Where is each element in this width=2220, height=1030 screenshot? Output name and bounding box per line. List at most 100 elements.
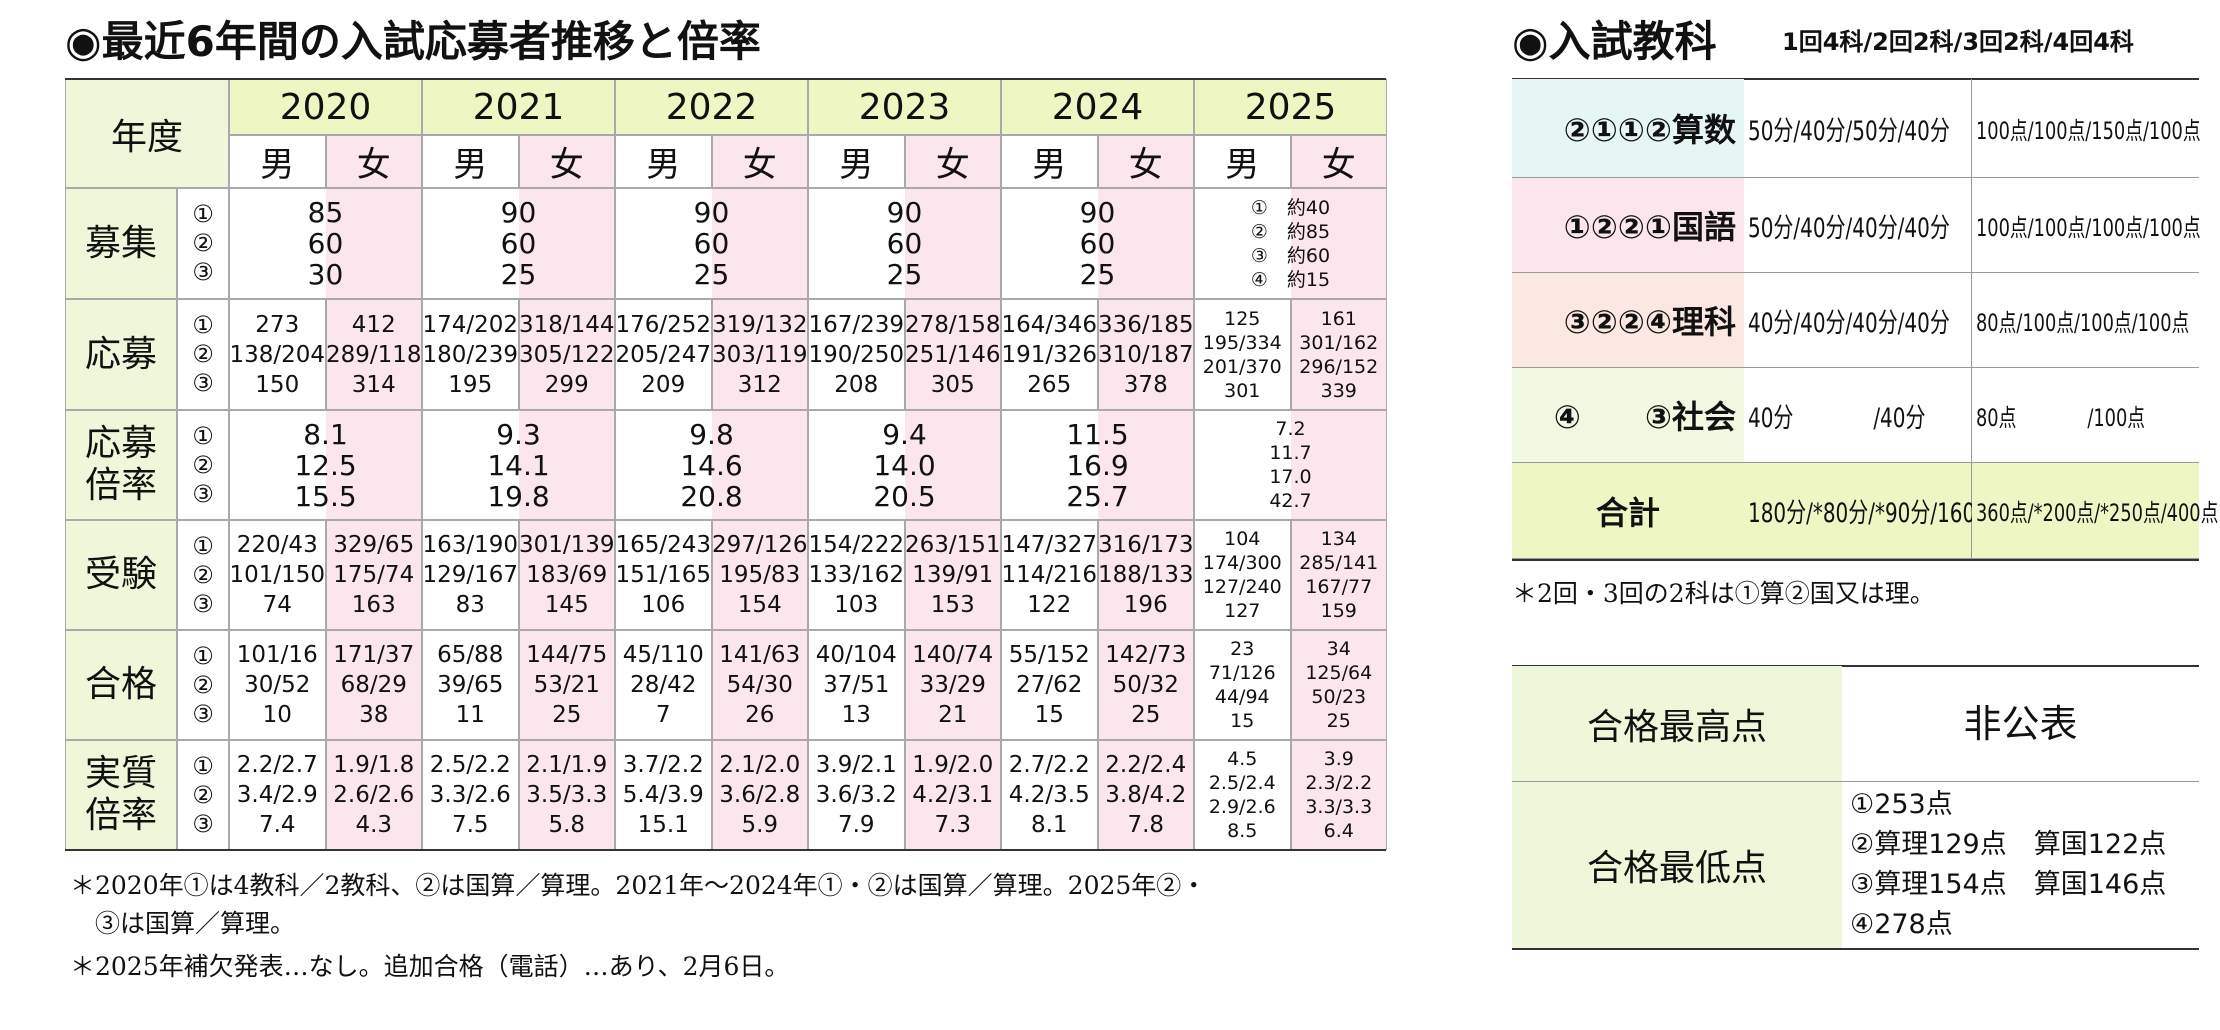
- cell-line: 171/37: [333, 642, 415, 668]
- cell-line: ①: [192, 531, 214, 560]
- cell-line: 10: [262, 702, 292, 728]
- cell-line: 34: [1326, 638, 1351, 660]
- sex: 男: [260, 145, 295, 185]
- cell-line: 145: [544, 592, 589, 618]
- cell: 278/158 251/146 305: [905, 299, 1002, 410]
- header-text: 年度: [110, 116, 183, 158]
- cell-line: 183/69: [526, 562, 608, 588]
- cell-line: 6.4: [1323, 820, 1354, 842]
- cell-line: ③ 約60: [1250, 244, 1331, 267]
- cell-line: 188/133: [1097, 562, 1194, 588]
- cell-line: 19.8: [487, 479, 550, 513]
- cell-line: 3.9/2.1: [815, 752, 897, 778]
- cell-bg: [808, 630, 905, 740]
- cell-line: 151/165: [615, 562, 712, 588]
- cell: 9.3 14.1 19.8: [422, 410, 615, 520]
- cell-line: 104: [1224, 528, 1261, 550]
- cell: 147/327 114/216 122: [1001, 520, 1098, 630]
- cell: 85 60 30: [229, 188, 422, 299]
- cell: 90 60 25: [422, 188, 615, 299]
- cell-line: 83: [455, 592, 485, 618]
- right-subtitle: 1回4科/2回2科/3回2科/4回4科: [1782, 28, 2134, 56]
- cell-line: 196: [1123, 592, 1168, 618]
- time: 40分/40分/40分/40分: [1748, 307, 1950, 339]
- cell-bg: [1290, 630, 1387, 740]
- cell-line: 303/119: [711, 341, 808, 368]
- cell: 171/37 68/29 38: [326, 630, 423, 740]
- female-header: 女: [1290, 135, 1387, 188]
- year: 2024: [1051, 86, 1144, 128]
- cell-bg: [711, 299, 808, 410]
- time: 180分/*80分/*90分/160分: [1748, 498, 1996, 529]
- cell-line: 非公表: [1963, 701, 2078, 746]
- male-header: 男: [422, 135, 519, 188]
- cell-line: 27/62: [1016, 672, 1083, 698]
- cell: 163/190 129/167 83: [422, 520, 519, 630]
- cell-bg: [1194, 299, 1291, 410]
- cell-line: 倍率: [84, 465, 157, 506]
- rule: [1512, 78, 2199, 80]
- sex: 女: [549, 145, 584, 185]
- subject-label: ①②②①国語: [1512, 178, 1744, 273]
- cell-line: 114/216: [1001, 562, 1098, 588]
- cell-line: ④ 約15: [1250, 268, 1331, 291]
- time: 40分 /40分: [1748, 402, 1926, 434]
- sex: 男: [839, 145, 874, 185]
- cell: 1.9/2.0 4.2/3.1 7.3: [905, 740, 1002, 850]
- note: ＊2020年①は4教科／2教科、②は国算／算理。2021年～2024年①・②は国…: [70, 871, 1207, 900]
- cell-line: 167/77: [1305, 576, 1373, 598]
- note: ＊2025年補欠発表…なし。追加合格（電話）…あり、2月6日。: [70, 952, 790, 981]
- cell-line: ①: [192, 641, 214, 670]
- cell-line: 40/104: [815, 642, 897, 668]
- cell-bg: [1001, 188, 1098, 299]
- cell: 40/104 37/51 13: [808, 630, 905, 740]
- cell-line: 90: [1079, 196, 1116, 229]
- subject-points: 100点/100点/100点/100点: [1972, 178, 2201, 273]
- cell: 164/346 191/326 265: [1001, 299, 1098, 410]
- cell-line: 2.5/2.2: [429, 752, 511, 778]
- cell-line: 17.0: [1269, 466, 1312, 488]
- cell: 154/222 133/162 103: [808, 520, 905, 630]
- cell-line: 1.9/2.0: [912, 752, 994, 778]
- cell-line: 65/88: [437, 642, 504, 668]
- cell-line: 5.4/3.9: [622, 782, 704, 808]
- subject-label: ③②②④理科: [1512, 273, 1744, 368]
- cell-line: 314: [351, 371, 396, 398]
- score-label: 合格最高点: [1512, 666, 1842, 782]
- cell-line: 101/150: [229, 562, 326, 588]
- score-value: ①253点 ②算理129点 算国122点 ③算理154点 算国146点 ④278点: [1842, 782, 2199, 949]
- cell-line: 3.7/2.2: [622, 752, 704, 778]
- cell-line: 2.1/1.9: [526, 752, 608, 778]
- cell-line: 20.8: [680, 479, 743, 513]
- score-value: 非公表: [1842, 666, 2199, 782]
- cell-line: 265: [1027, 371, 1072, 398]
- cell-line: 42.7: [1269, 490, 1312, 512]
- cell-line: 28/42: [630, 672, 697, 698]
- cell-line: 実質: [84, 753, 157, 794]
- cell-line: 4.2/3.5: [1008, 782, 1090, 808]
- cell: 90 60 25: [1001, 188, 1194, 299]
- cell-line: 8.1: [303, 417, 348, 451]
- cell: 1.9/1.8 2.6/2.6 4.3: [326, 740, 423, 850]
- cell-bg: [1290, 188, 1387, 299]
- cell-bg: [422, 299, 519, 410]
- cell-line: 26: [745, 702, 775, 728]
- points: 100点/100点/100点/100点: [1976, 213, 2201, 242]
- year-header: 2022: [615, 79, 808, 135]
- score-name: 合格最高点: [1586, 706, 1767, 748]
- cell-bg: [422, 188, 519, 299]
- cell-line: 25.7: [1066, 479, 1129, 513]
- cell-bg: [808, 299, 905, 410]
- cell-bg: [808, 188, 905, 299]
- cell-line: 60: [307, 227, 344, 260]
- cell-line: 289/118: [325, 341, 422, 368]
- male-header: 男: [808, 135, 905, 188]
- cell-line: 11.5: [1066, 417, 1129, 451]
- cell: 297/126 195/83 154: [712, 520, 809, 630]
- cell-line: 60: [886, 227, 923, 260]
- cell-bg: [904, 520, 1001, 630]
